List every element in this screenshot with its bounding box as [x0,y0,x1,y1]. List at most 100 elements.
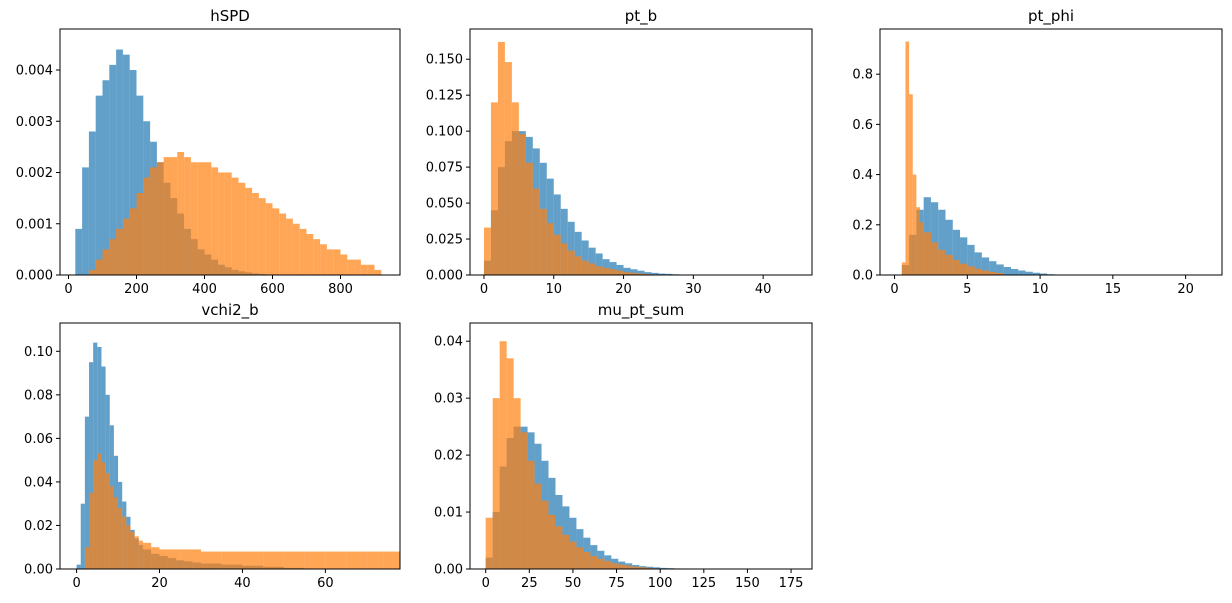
bar [252,193,259,275]
bar [560,243,568,275]
bar [653,567,661,569]
y-tick-label: 0.0 [852,269,873,284]
bar [637,273,645,275]
bar [938,209,946,275]
axes-frame [59,28,401,276]
x-tick-label: 10 [545,282,562,297]
panel-title: vchi2_b [201,301,258,320]
bar [539,208,547,275]
bar [485,517,493,569]
x-tick-label: 0 [64,282,72,297]
bar [88,269,96,275]
bar [211,167,219,275]
bar [354,259,361,275]
bar [616,270,624,275]
x-tick-label: 5 [963,282,971,297]
bar [604,561,612,569]
bar [102,249,110,275]
bar [333,249,341,275]
bar [116,49,123,275]
bar [623,267,631,275]
y-tick-label: 0.02 [24,519,53,534]
bar [562,534,570,569]
axes-frame [469,322,813,570]
y-tick-label: 0.025 [426,233,463,248]
bar [930,242,939,275]
x-tick-label: 600 [260,282,285,297]
y-tick-label: 0.04 [434,335,463,350]
bar [95,95,103,275]
series-1 [84,453,400,569]
bar [283,551,305,569]
bar [84,416,90,569]
bar [981,257,990,275]
bar [279,213,287,275]
y-tick-label: 0.075 [426,161,463,176]
bar [118,508,123,569]
bar [527,460,535,569]
bar [632,566,640,569]
series-1 [483,41,666,275]
bar [525,162,533,275]
panel-title: pt_b [625,7,657,26]
bar [588,247,596,275]
bar [588,263,596,275]
bar [630,269,638,275]
bar [492,398,500,569]
bar [101,462,106,569]
bar [646,567,654,569]
y-tick-label: 0.8 [852,68,873,83]
bar [996,272,1004,275]
bar [658,273,666,275]
bar [374,269,382,275]
x-tick-label: 400 [192,282,217,297]
bar [616,264,624,275]
y-tick-label: 0.00 [24,563,53,578]
bar [483,227,491,275]
bar [518,134,526,275]
bar [80,503,85,569]
bar [190,162,198,275]
y-tick-label: 0.000 [426,269,463,284]
bar [136,95,144,275]
bar [95,259,103,275]
bar [347,259,355,275]
bar [609,262,617,275]
bar [644,273,652,275]
bar [313,239,321,275]
bar [170,157,178,275]
bar [630,272,638,275]
panel-pt-b: 0 10 20 30 40 0.000 0.025 0.050 0.075 0.100 0.125 0… [426,7,813,297]
y-tick-label: 0.06 [24,432,53,447]
x-tick-label: 40 [755,282,772,297]
bar [952,229,961,275]
bar [142,542,152,569]
bar [151,547,160,569]
bar [945,254,953,275]
bar [76,564,81,569]
x-tick-label: 25 [521,576,538,591]
bar [122,54,130,275]
y-tick-label: 0.000 [16,269,53,284]
bar [1018,270,1026,275]
bar [325,551,347,569]
bar [116,228,123,275]
bar [177,152,185,275]
bar [905,41,910,275]
bar [238,182,246,275]
x-tick-label: 800 [328,282,353,297]
bar [499,341,507,569]
y-tick-label: 0.01 [434,506,463,521]
bar [326,249,334,275]
bar [231,177,239,275]
x-tick-label: 0 [890,282,898,297]
panel-mu-pt-sum: 0 25 50 75 100 125 150 175 0.00 0.01 0.02 0.03 0.04 m… [434,301,813,591]
x-tick-label: 20 [151,576,168,591]
x-tick-label: 150 [735,576,760,591]
bar [360,264,368,275]
bar [618,564,626,569]
bar [150,167,157,275]
bar [513,398,521,569]
bar [576,547,584,569]
bar [595,266,603,275]
